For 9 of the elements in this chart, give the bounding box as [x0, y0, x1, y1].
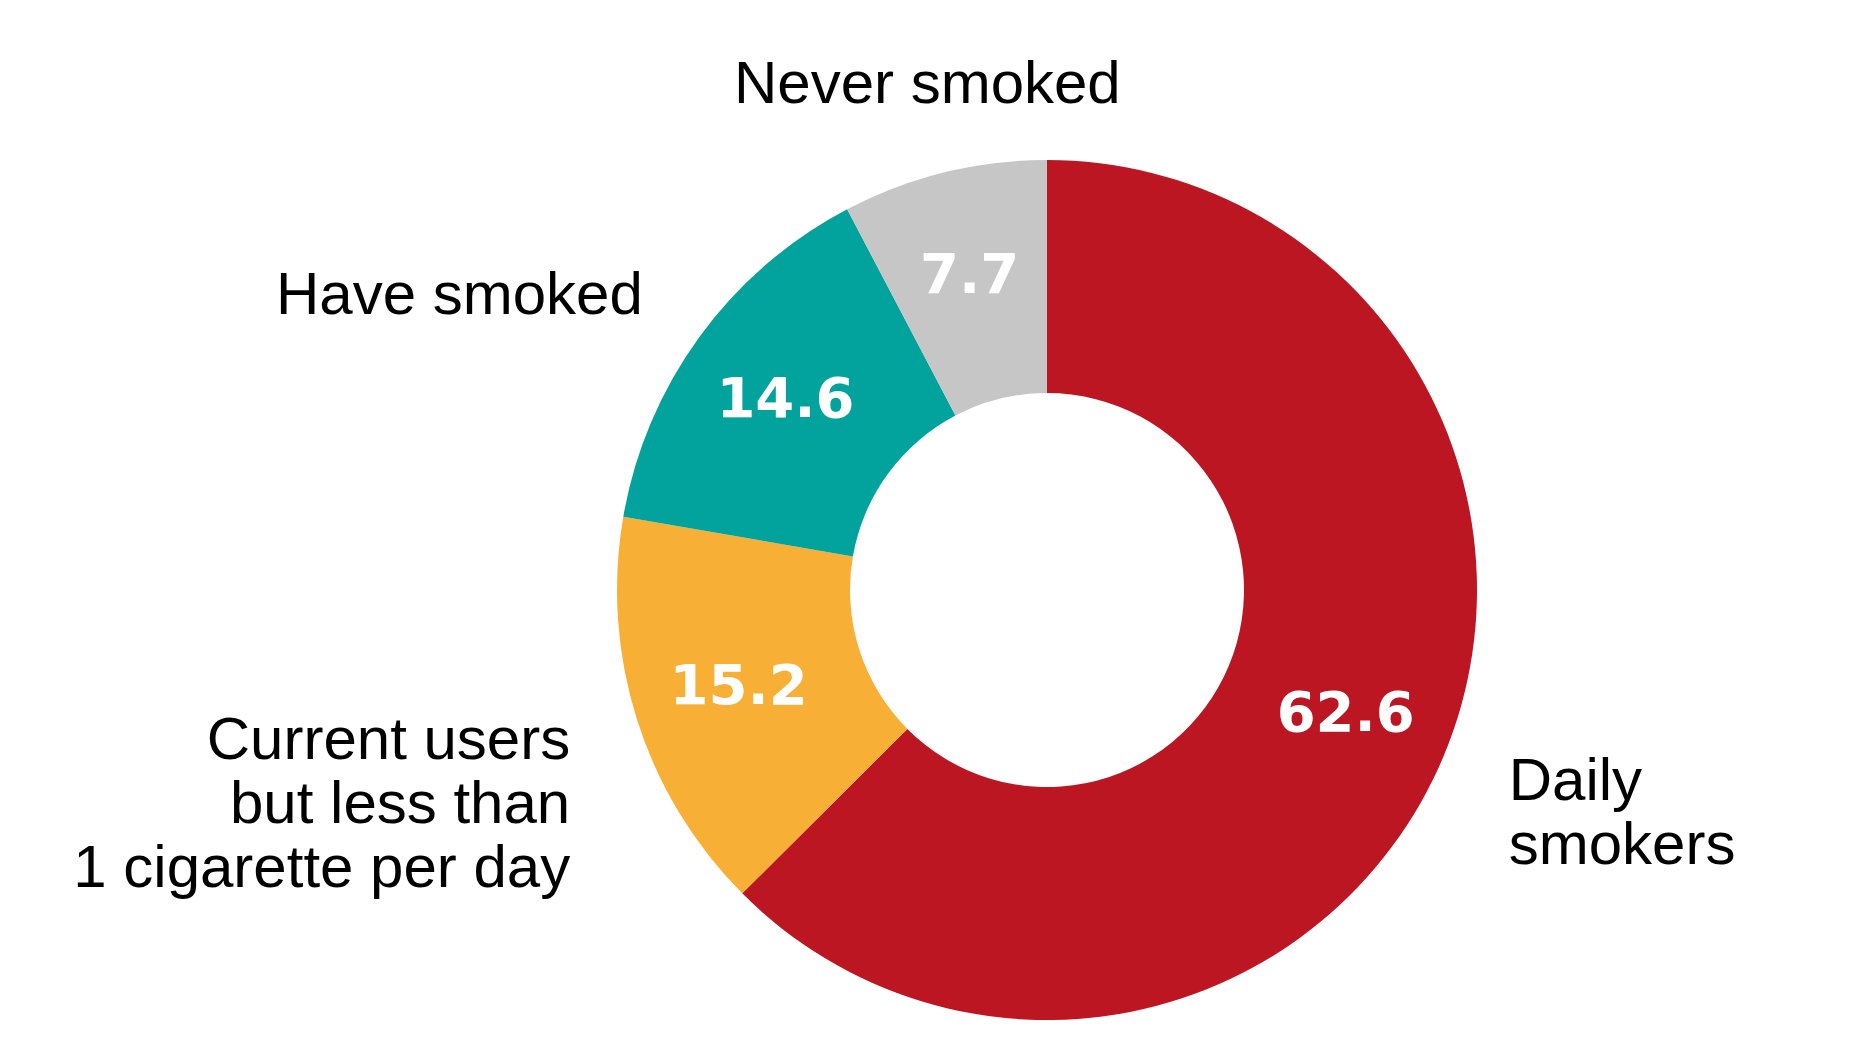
donut-slice: [617, 516, 908, 894]
data-label: 62.6: [1276, 679, 1415, 745]
data-label: 14.6: [716, 364, 855, 430]
slice-label: Daily smokers: [1508, 745, 1736, 877]
slice-label: Have smoked: [275, 259, 643, 327]
data-label: 15.2: [669, 652, 808, 718]
data-label: 7.7: [919, 240, 1020, 306]
slice-label: Never smoked: [733, 48, 1121, 116]
slice-label: Current users but less than 1 cigarette per day: [73, 704, 571, 900]
